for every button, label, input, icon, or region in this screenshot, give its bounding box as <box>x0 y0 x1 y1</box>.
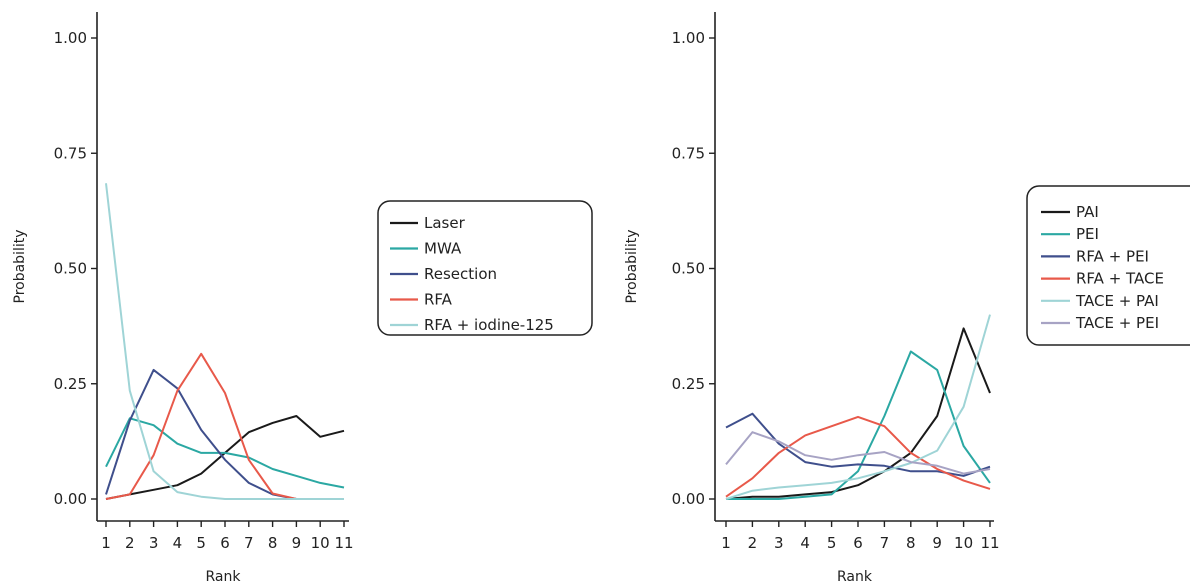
x-tick-label: 1 <box>721 534 731 552</box>
x-tick-label: 11 <box>980 534 999 552</box>
legend: Laser MWA Resection RFA RFA + iodine-125 <box>377 200 593 336</box>
y-tick-label: 0.50 <box>672 260 705 278</box>
x-tick-label: 4 <box>173 534 183 552</box>
x-tick-label: 9 <box>292 534 302 552</box>
series-line-tace-pai <box>725 314 991 500</box>
x-tick-label: 2 <box>125 534 135 552</box>
legend-label: TACE + PAI <box>1075 292 1159 310</box>
y-tick-label: 0.00 <box>54 490 87 508</box>
x-tick-label: 7 <box>880 534 890 552</box>
legend: PAI PEI RFA + PEI RFA + TACE TACE + PAI TACE … <box>1026 185 1190 346</box>
x-tick-label: 5 <box>827 534 837 552</box>
legend-label: PEI <box>1076 225 1099 243</box>
chart-panel-2: 0.00 0.25 0.50 0.75 1.00 1 2 3 4 5 6 7 8 9 10 11 Rank Pro… <box>624 12 1190 584</box>
y-axis-title: Probability <box>624 229 640 303</box>
y-tick-label: 0.75 <box>54 144 87 162</box>
x-tick-label: 3 <box>774 534 784 552</box>
legend-label: RFA + TACE <box>1076 270 1164 288</box>
x-tick-label: 6 <box>853 534 863 552</box>
legend-label: Resection <box>424 265 497 283</box>
x-tick-label: 11 <box>334 534 353 552</box>
x-axis-title: Rank <box>837 569 873 584</box>
series-line-rfa-tace <box>725 415 991 498</box>
x-tick-label: 1 <box>101 534 111 552</box>
y-tick-label: 0.75 <box>672 144 705 162</box>
y-tick-label: 0.00 <box>672 490 705 508</box>
x-tick-label: 10 <box>311 534 330 552</box>
x-tick-label: 10 <box>954 534 973 552</box>
y-tick-label: 1.00 <box>54 29 87 47</box>
legend-box <box>1026 185 1190 346</box>
legend-label: TACE + PEI <box>1075 314 1159 332</box>
series-line-tace-pei <box>725 431 991 475</box>
x-tick-label: 6 <box>220 534 230 552</box>
series-line-rfa-iodine-125 <box>105 183 344 500</box>
series-line-pei <box>726 350 991 500</box>
x-axis-title: Rank <box>206 569 242 584</box>
legend-label: MWA <box>424 240 462 258</box>
legend-label: RFA + iodine-125 <box>424 316 554 334</box>
x-tick-label: 8 <box>906 534 916 552</box>
x-tick-label: 7 <box>244 534 254 552</box>
y-tick-label: 0.25 <box>54 375 87 393</box>
legend-label: Laser <box>424 214 466 232</box>
y-tick-label: 0.50 <box>54 260 87 278</box>
x-tick-label: 5 <box>196 534 206 552</box>
legend-label: RFA <box>424 291 453 309</box>
x-tick-label: 4 <box>800 534 810 552</box>
x-tick-label: 3 <box>149 534 159 552</box>
series-line-pai <box>725 327 991 500</box>
x-tick-label: 2 <box>748 534 758 552</box>
y-tick-label: 0.25 <box>672 375 705 393</box>
chart-panel-1: 0.00 0.25 0.50 0.75 1.00 1 2 3 4 5 6 7 8 9 10 11 Rank Pro… <box>12 12 593 584</box>
x-tick-label: 8 <box>268 534 278 552</box>
legend-label: PAI <box>1076 203 1099 221</box>
legend-label: RFA + PEI <box>1076 247 1149 265</box>
y-axis-title: Probability <box>12 229 28 303</box>
series-line-mwa <box>105 417 345 489</box>
legend-box <box>377 200 593 336</box>
y-tick-label: 1.00 <box>672 29 705 47</box>
x-tick-label: 9 <box>932 534 942 552</box>
